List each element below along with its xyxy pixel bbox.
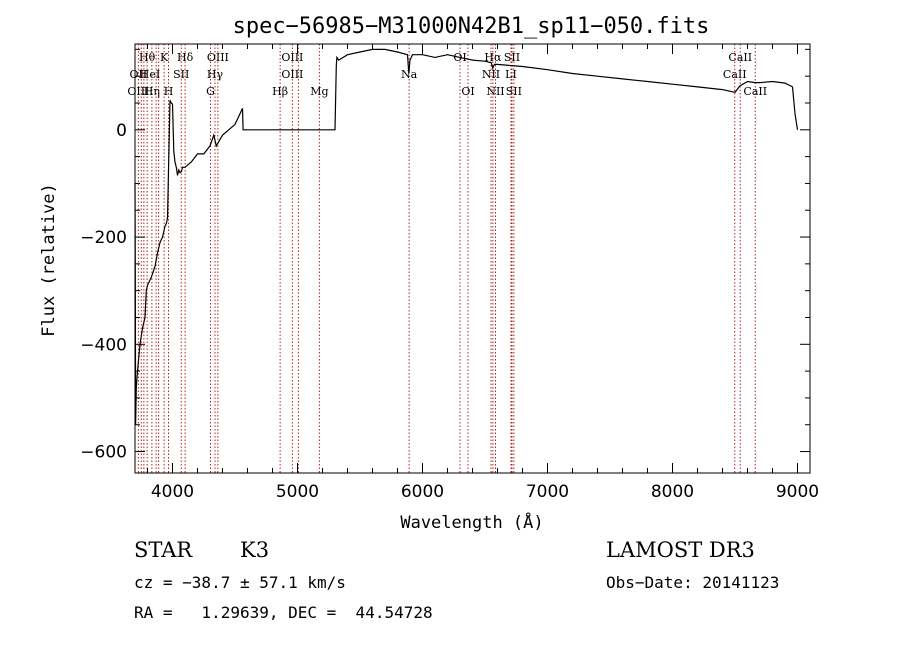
spectral-line-label: OIII xyxy=(127,85,149,98)
spectral-line-label: OI xyxy=(461,85,474,98)
spectrum-line xyxy=(134,48,799,425)
spectral-line-label: OIII xyxy=(281,51,303,64)
x-tick-label: 4000 xyxy=(151,482,194,502)
spectral-line-label: K xyxy=(160,51,169,64)
spectral-line-label: LI xyxy=(505,68,517,81)
spectral-class: K3 xyxy=(240,538,270,562)
spectral-line-label: Hη xyxy=(144,85,160,98)
survey-name: LAMOST DR3 xyxy=(606,538,755,562)
spectral-line-label: Hθ xyxy=(139,51,156,64)
x-tick-label: 8000 xyxy=(651,482,694,502)
spectrum-series xyxy=(134,48,799,425)
y-axis-label: Flux (relative) xyxy=(39,183,59,337)
spectral-line-label: HeI xyxy=(140,68,160,81)
spectral-line-label: CaII xyxy=(723,68,747,81)
spectral-line-label: CaII xyxy=(728,51,752,64)
plot-frame xyxy=(134,43,811,474)
y-tick-label: −200 xyxy=(80,228,127,248)
object-type: STAR xyxy=(134,538,193,562)
spectral-line-label: SII xyxy=(504,51,520,64)
spectral-line-label: Hδ xyxy=(177,51,194,64)
spectral-line-label: Hβ xyxy=(272,85,288,98)
spectral-line-label: NII xyxy=(482,68,500,81)
spectral-line-label: H xyxy=(164,85,174,98)
spectral-line-label: SII xyxy=(173,68,189,81)
plot-border xyxy=(134,43,811,474)
spectral-line-label: NII xyxy=(486,85,504,98)
spectral-line-labels: Hθ OII OIII HeI Hη K SII H Hδ OIII Hγ G OIII OIII Hβ Mg… xyxy=(127,51,767,98)
spectral-line-label: Mg xyxy=(310,85,328,98)
spectral-line-markers xyxy=(137,44,756,473)
spectral-line-label: OII xyxy=(130,68,148,81)
x-tick-label: 5000 xyxy=(276,482,319,502)
spectral-line-label: OIII xyxy=(281,68,303,81)
y-tick-label: −600 xyxy=(80,443,127,463)
spectral-line-label: OI xyxy=(453,51,466,64)
x-tick-label: 9000 xyxy=(776,482,819,502)
axis-ticks: 4000 5000 6000 7000 8000 9000 0 −200 −400 −600 xyxy=(80,44,819,502)
coordinates: RA = 1.29639, DEC = 44.54728 xyxy=(134,603,433,622)
spectral-line-label: Hγ xyxy=(207,68,224,81)
x-tick-label: 7000 xyxy=(526,482,569,502)
observation-date: Obs−Date: 20141123 xyxy=(606,573,780,592)
spectral-line-label: CaII xyxy=(743,85,767,98)
y-tick-label: −400 xyxy=(80,335,127,355)
y-tick-label: 0 xyxy=(116,121,127,141)
spectral-line-label: G xyxy=(206,85,215,98)
x-tick-label: 6000 xyxy=(401,482,444,502)
chart-title: spec−56985−M31000N42B1_sp11−050.fits xyxy=(233,14,710,39)
spectral-line-label: Na xyxy=(401,68,418,81)
spectral-line-label: SII xyxy=(506,85,522,98)
x-axis-label: Wavelength (Å) xyxy=(400,511,543,533)
spectral-line-label: Hα xyxy=(484,51,502,64)
redshift-velocity: cz = −38.7 ± 57.1 km/s xyxy=(134,573,346,592)
spectral-line-label: OIII xyxy=(207,51,229,64)
